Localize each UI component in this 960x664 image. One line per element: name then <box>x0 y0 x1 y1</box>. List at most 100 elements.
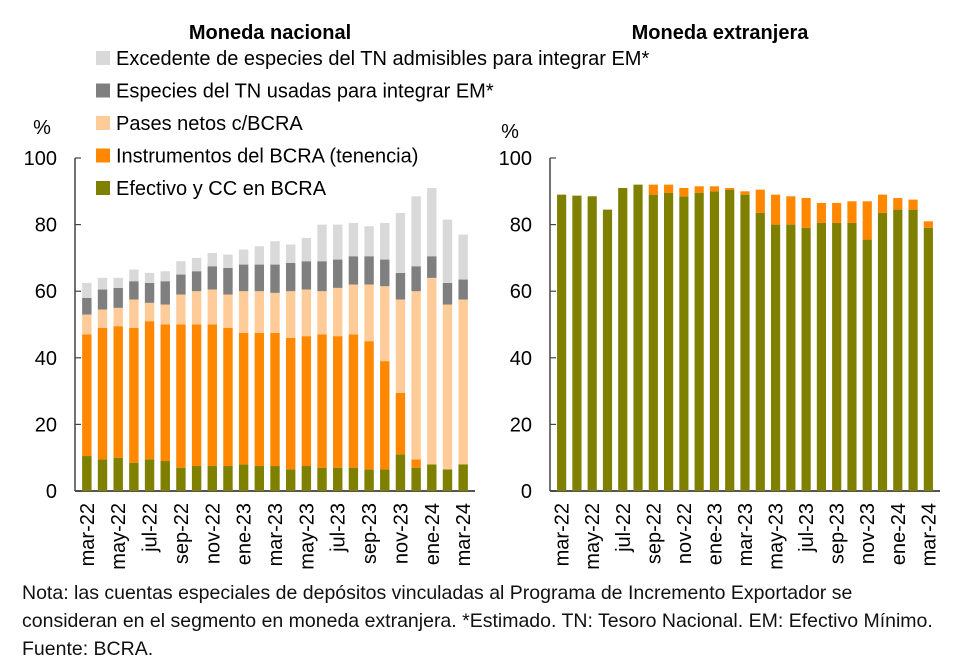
right-bar-segment <box>832 222 842 491</box>
right-bar-segment <box>923 221 933 228</box>
left-bar-segment <box>223 267 233 295</box>
left-bar-segment <box>176 261 186 275</box>
left-bar-segment <box>160 461 170 491</box>
left-bar-segment <box>285 262 296 292</box>
left-bar-segment <box>223 466 233 491</box>
left-bar-segment <box>270 466 280 491</box>
left-bar-segment <box>348 284 359 335</box>
left-x-tick-label: nov-22 <box>202 503 224 564</box>
left-bar-segment <box>254 332 265 467</box>
right-bar-segment <box>801 197 811 228</box>
right-bar-segment <box>847 201 857 223</box>
left-y-tick-label: 60 <box>35 281 57 303</box>
right-x-tick-label: sep-23 <box>827 503 849 564</box>
right-x-tick-label: nov-22 <box>674 503 696 564</box>
left-bar-segment <box>223 294 233 328</box>
left-bar-segment <box>411 266 421 292</box>
left-bar-segment <box>301 261 312 290</box>
right-bar-segment <box>633 184 643 491</box>
left-bar-segment <box>301 289 312 337</box>
left-bar-segment <box>395 454 406 491</box>
legend-swatch <box>96 83 110 98</box>
right-bar-segment <box>587 196 597 492</box>
left-bar-segment <box>160 324 170 462</box>
left-bar-segment <box>238 464 249 491</box>
left-y-unit: % <box>33 117 51 139</box>
left-bar-segment <box>97 309 108 328</box>
legend-swatch <box>96 51 110 65</box>
left-bar-segment <box>207 252 217 267</box>
right-bar-segment <box>877 194 888 213</box>
right-x-tick-label: mar-22 <box>552 503 574 566</box>
left-bar-segment <box>82 297 92 315</box>
left-bar-segment <box>223 254 233 268</box>
left-x-tick-label: jul-23 <box>328 503 350 553</box>
left-bar-segment <box>458 234 468 280</box>
left-bar-segment <box>411 459 421 468</box>
left-x-tick-label: sep-22 <box>171 503 193 564</box>
right-bar-segment <box>648 194 658 491</box>
left-bar-segment <box>82 282 92 298</box>
left-bar-segment <box>285 337 296 470</box>
left-bar-segment <box>364 284 374 342</box>
left-x-tick-label: mar-24 <box>453 503 475 566</box>
left-bar-segment <box>348 222 359 257</box>
left-bar-segment <box>254 246 265 265</box>
left-bar-segment <box>129 462 139 491</box>
left-bar-segment <box>285 291 296 338</box>
legend-label: Efectivo y CC en BCRA <box>116 178 327 200</box>
right-bar-segment <box>694 186 704 193</box>
left-plot: 0 20 40 60 80 100 mar-22 may-22 jul-22 sep-22 nov-… <box>24 148 476 570</box>
left-x-tick-label: jul-22 <box>140 503 162 553</box>
left-bar-segment <box>113 326 123 458</box>
right-y-tick-label: 20 <box>510 414 532 436</box>
left-bar-segment <box>254 264 265 292</box>
left-x-tick-label: ene-24 <box>422 503 444 565</box>
left-bar-segment <box>113 277 123 288</box>
left-bar-segment <box>458 464 468 491</box>
left-x-tick-label: nov-23 <box>390 503 412 564</box>
left-bar-segment <box>223 327 233 467</box>
left-bar-segment <box>238 291 249 333</box>
right-x-tick-label: jul-23 <box>796 503 818 553</box>
left-bar-segment <box>238 264 249 292</box>
left-bar-segment <box>97 289 108 310</box>
right-x-tick-label: sep-22 <box>643 503 665 564</box>
left-bar-segment <box>285 469 296 491</box>
right-bar-segment <box>618 187 628 491</box>
left-bar-segment <box>129 281 139 300</box>
left-bar-segment <box>129 269 139 282</box>
right-bar-segment <box>786 224 796 491</box>
left-bar-segment <box>427 256 437 278</box>
right-bar-segment <box>679 187 689 197</box>
left-x-tick-label: mar-22 <box>77 503 99 566</box>
right-bar-segment <box>923 227 933 491</box>
right-bar-segment <box>664 184 674 193</box>
left-bar-segment <box>395 272 406 300</box>
right-x-tick-label: may-22 <box>582 503 604 570</box>
right-bar-segment <box>801 227 811 491</box>
left-bar-segment <box>380 361 390 470</box>
left-bar-segment <box>97 277 108 290</box>
left-bar-segment <box>333 224 343 260</box>
left-bar-segment <box>427 187 437 257</box>
left-bar-segment <box>207 324 217 467</box>
left-bar-segment <box>97 327 108 460</box>
right-plot: 0 20 40 60 80 100 mar-22 may-22 jul-22 sep-22 nov-… <box>499 148 941 570</box>
right-bar-segment <box>770 224 781 491</box>
left-x-tick-label: may-23 <box>296 503 318 570</box>
legend-swatch <box>96 148 110 163</box>
left-x-tick-label: sep-23 <box>359 503 381 564</box>
left-bar-segment <box>333 287 343 337</box>
left-bar-segment <box>442 219 453 283</box>
left-bar-segment <box>144 272 155 283</box>
right-x-tick-label: ene-23 <box>704 503 726 565</box>
left-y-tick-label: 0 <box>46 481 57 503</box>
left-bar-segment <box>176 274 186 295</box>
right-bar-segment <box>862 201 872 240</box>
right-bar-segment <box>816 202 826 223</box>
left-bar-segment <box>160 271 170 282</box>
right-bar-segment <box>648 184 658 195</box>
right-x-tick-label: ene-24 <box>888 503 910 565</box>
right-bar-segment <box>832 202 842 223</box>
